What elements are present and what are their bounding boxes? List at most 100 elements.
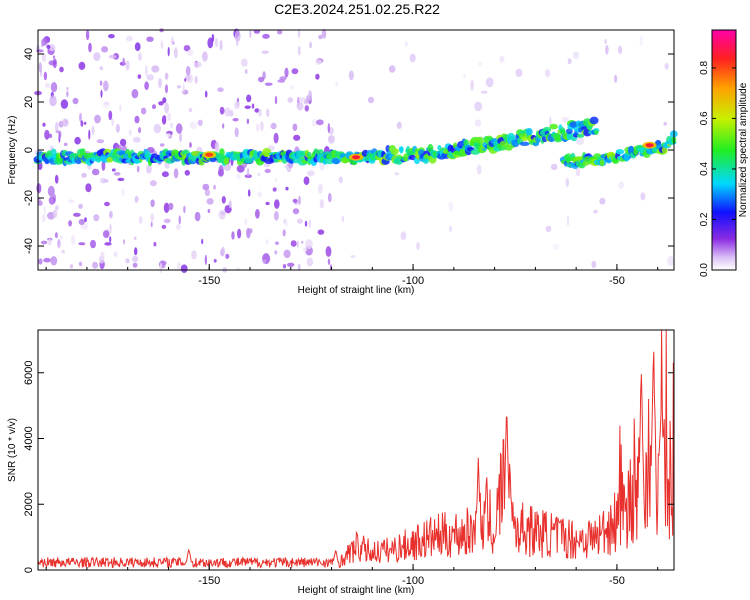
noise-blob [183,45,191,52]
noise-blob [348,70,354,81]
noise-blob [255,209,260,219]
noise-blob [72,97,79,105]
noise-blob [43,206,46,215]
noise-blob [307,170,315,177]
noise-blob [138,127,141,134]
noise-blob [400,231,407,241]
snr-line [37,329,675,569]
noise-blob [296,218,303,224]
noise-blob [474,101,483,112]
noise-blob [463,73,467,79]
noise-blob [553,243,560,251]
noise-blob [416,242,420,250]
noise-blob [38,62,42,73]
noise-blob [66,91,69,98]
noise-blob [318,183,323,194]
noise-blob [317,229,325,235]
x-tick-label: -150 [198,275,220,287]
noise-blob [138,215,143,224]
noise-blob [113,251,118,257]
noise-blob [158,77,162,88]
noise-blob [78,261,83,267]
noise-blob [219,39,223,51]
noise-blob [499,55,505,63]
noise-blob [144,81,149,90]
noise-blob [213,184,217,190]
noise-blob [316,119,324,126]
noise-blob [59,66,64,73]
noise-blob [80,120,84,127]
noise-blob [258,76,265,83]
noise-blob [183,205,186,214]
noise-blob [258,108,262,118]
noise-blob [57,238,61,249]
noise-blob [618,181,625,190]
noise-blob [664,62,669,70]
noise-blob [614,74,618,83]
noise-blob [293,134,301,141]
noise-blob [47,239,52,246]
noise-blob [91,168,100,176]
noise-blob [222,123,225,129]
noise-blob [217,87,224,92]
noise-blob [290,240,297,247]
noise-blob [246,227,251,239]
noise-blob [306,257,314,267]
noise-blob [236,164,245,173]
noise-blob [396,121,402,130]
noise-blob [176,261,182,271]
noise-blob [283,249,291,259]
noise-blob [265,238,269,245]
noise-blob [189,142,192,148]
noise-blob [104,101,110,106]
noise-blob [265,201,270,206]
noise-blob [247,189,251,197]
noise-blob [206,198,214,205]
noise-blob [237,228,242,239]
noise-blob [109,236,112,243]
noise-blob [236,173,241,180]
ridge-blob [324,156,335,165]
peak-core [205,152,214,157]
noise-blob [58,130,62,139]
noise-blob [287,262,295,267]
noise-blob [54,232,58,239]
noise-blob [68,220,72,227]
noise-blob [47,185,55,197]
ridge-blob [615,149,625,155]
noise-blob [309,41,312,49]
noise-blob [298,28,301,39]
figure-title: C2E3.2024.251.02.25.R22 [274,1,440,17]
noise-blob [639,35,644,47]
noise-blob [667,255,675,267]
noise-blob [466,156,470,160]
noise-blob [92,261,99,269]
noise-blob [99,66,104,71]
snr-x-label: Height of straight line (km) [298,585,415,596]
noise-blob [103,80,109,92]
noise-blob [78,219,85,225]
ridge-blob [223,158,229,165]
ridge-blob [576,133,585,138]
noise-blob [663,121,667,126]
noise-blob [275,241,279,245]
noise-blob [207,37,214,49]
ridge-blob [599,159,605,167]
ridge-blob [46,150,52,156]
noise-blob [225,253,230,259]
noise-blob [470,79,474,91]
noise-blob [308,90,313,101]
noise-blob [71,234,76,245]
noise-blob [146,36,154,42]
noise-blob [593,209,598,214]
noise-blob [88,129,91,140]
noise-blob [170,36,175,45]
noise-blob [94,114,101,124]
noise-blob [43,257,51,263]
noise-blob [132,262,138,268]
noise-blob [131,89,139,99]
noise-blob [108,34,115,39]
noise-blob [96,139,105,144]
noise-blob [575,167,581,177]
noise-blob [297,45,301,56]
